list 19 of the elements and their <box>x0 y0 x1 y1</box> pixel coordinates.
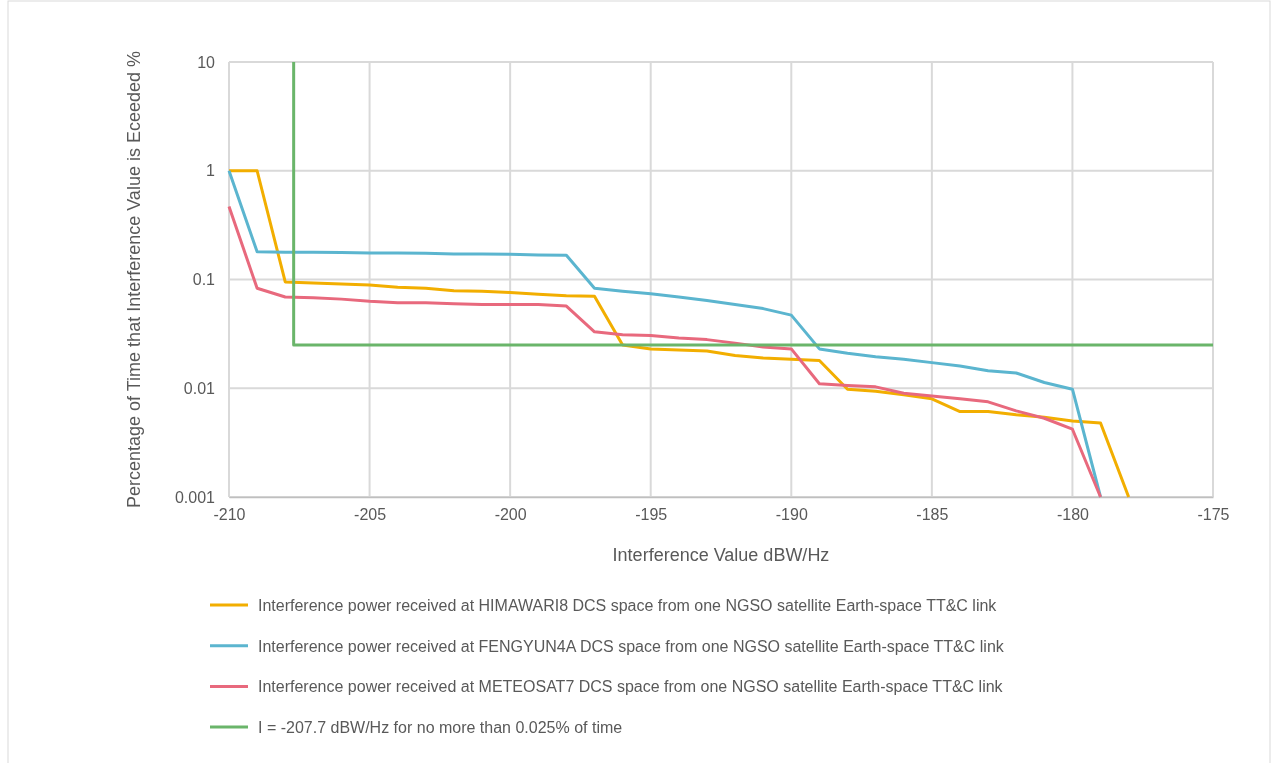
x-tick-label: -175 <box>1197 506 1230 524</box>
x-tick-label: -180 <box>1056 506 1090 524</box>
x-tick-label: -185 <box>916 506 949 524</box>
y-tick-label: 1 <box>206 162 216 180</box>
x-tick-label: -190 <box>775 506 808 524</box>
x-axis-title: Interference Value dBW/Hz <box>612 545 830 565</box>
y-tick-label: 0.001 <box>174 488 216 506</box>
y-tick-label: 0.1 <box>192 271 216 289</box>
legend-label: Interference power received at HIMAWARI8 DCS space from one NGSO satellite Earth-space TT&C link <box>258 597 998 614</box>
legend-label: I = -207.7 dBW/Hz for no more than 0.025% of time <box>258 719 623 737</box>
x-tick-label: -210 <box>213 506 246 524</box>
x-tick-label: -195 <box>635 506 668 524</box>
x-tick-label: -205 <box>354 506 387 524</box>
legend-label: Interference power received at METEOSAT7 DCS space from one NGSO satellite Earth-space TT&C link <box>258 678 1004 696</box>
y-tick-label: 0.01 <box>183 379 216 397</box>
legend-label: Interference power received at FENGYUN4A DCS space from one NGSO satellite Earth-space TT&C link <box>258 637 1005 655</box>
x-tick-label: -200 <box>494 506 527 524</box>
y-tick-label: 10 <box>197 53 216 71</box>
y-axis-title: Percentage of Time that Interference Value is Eceeded % <box>124 51 144 508</box>
